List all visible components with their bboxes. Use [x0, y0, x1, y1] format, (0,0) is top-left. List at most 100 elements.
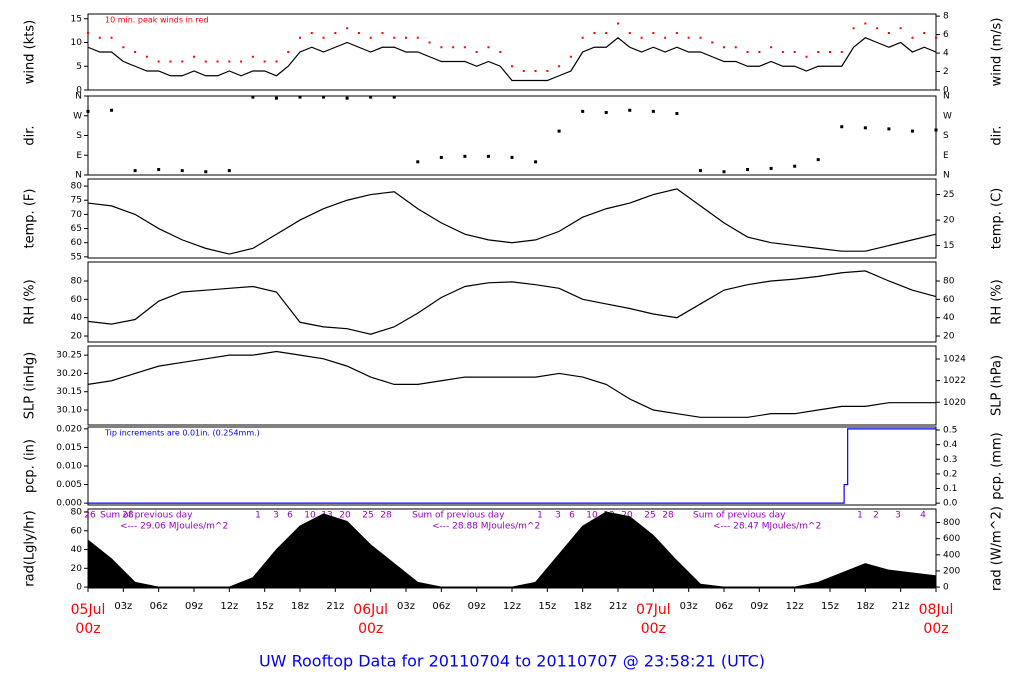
- peak-wind-dot: [357, 32, 360, 34]
- y2-axis-label: SLP (hPa): [990, 355, 1005, 416]
- peak-wind-dot: [664, 36, 667, 39]
- x-tick-label: 03z: [114, 601, 132, 612]
- dir-point: [510, 155, 514, 159]
- dir-point: [86, 109, 90, 113]
- y-tick-label: 1022: [943, 376, 966, 386]
- peak-wind-dot: [628, 32, 631, 34]
- y2-axis-label: RH (%): [990, 279, 1005, 324]
- peak-wind-dot: [864, 22, 867, 25]
- y-tick-label: 40: [71, 545, 83, 555]
- annotation: Tip increments are 0.01in. (0.254mm.): [104, 429, 260, 438]
- dir-point: [769, 166, 773, 170]
- daily-sum-title: Sum of previous day: [100, 511, 193, 521]
- daily-sum-value: <--- 28.88 MJoules/m^2: [432, 522, 540, 532]
- peak-wind-dot: [487, 46, 490, 49]
- day-number: 25: [644, 511, 655, 521]
- y-axis-label: dir.: [23, 125, 38, 145]
- peak-wind-dot: [310, 32, 313, 34]
- dir-point: [110, 108, 114, 112]
- precip-line: [88, 428, 936, 504]
- y-axis-label: temp. (F): [23, 189, 38, 249]
- x-tick-label: 21z: [609, 601, 627, 612]
- dir-point: [840, 125, 844, 129]
- y-tick-label: 5: [76, 62, 82, 72]
- peak-wind-dot: [546, 70, 549, 72]
- dir-point: [274, 96, 278, 100]
- peak-wind-dot: [240, 60, 243, 63]
- y-tick-label: 0: [943, 583, 949, 593]
- peak-wind-dot: [346, 27, 349, 30]
- y-tick-label: 800: [943, 518, 960, 528]
- peak-wind-dot: [558, 65, 561, 68]
- y-tick-label: 70: [71, 210, 83, 220]
- peak-wind-dot: [911, 36, 914, 39]
- y2-axis-label: wind (m/s): [990, 18, 1005, 87]
- day-number: 26: [84, 511, 96, 521]
- y-tick-label: 80: [71, 182, 83, 192]
- dir-point: [439, 155, 443, 159]
- dir-point: [416, 160, 420, 164]
- peak-wind-dot: [699, 36, 702, 39]
- day-number: 3: [273, 511, 279, 521]
- day-number: 28: [380, 511, 392, 521]
- page-title: UW Rooftop Data for 20110704 to 20110707…: [259, 652, 765, 671]
- dir-point: [298, 95, 302, 99]
- dir-point: [910, 129, 914, 133]
- peak-wind-dot: [746, 51, 749, 53]
- panel-frame: [87, 13, 937, 91]
- day-number: 6: [569, 511, 575, 521]
- peak-wind-dot: [405, 36, 407, 39]
- peak-wind-dot: [675, 32, 678, 34]
- peak-wind-dot: [263, 60, 266, 63]
- x-tick-label: 09z: [185, 601, 203, 612]
- x-tick-label: 12z: [220, 601, 238, 612]
- peak-wind-dot: [640, 36, 643, 39]
- y-tick-label: N: [75, 171, 82, 181]
- peak-wind-dot: [522, 70, 525, 72]
- dir-point: [392, 95, 396, 99]
- day-number: 6: [287, 511, 293, 521]
- dir-point: [204, 170, 208, 174]
- dir-point: [746, 168, 750, 172]
- daily-sum-value: <--- 28.47 MJoules/m^2: [713, 522, 821, 532]
- y2-tick-label: E: [943, 151, 949, 161]
- peak-wind-dot: [393, 36, 396, 39]
- peak-wind-dot: [287, 51, 290, 53]
- daily-sum-title: Sum of previous day: [693, 511, 786, 521]
- x-tick-label: 03z: [397, 601, 415, 612]
- peak-wind-dot: [275, 60, 278, 63]
- dir-point: [793, 164, 797, 168]
- peak-wind-dot: [687, 36, 690, 39]
- dir-point: [934, 128, 938, 132]
- y-tick-label: 0.010: [56, 462, 82, 472]
- peak-wind-dot: [440, 46, 443, 49]
- peak-wind-dot: [511, 65, 513, 68]
- day-number: 10: [304, 511, 316, 521]
- y-tick-label: 6: [943, 30, 949, 40]
- dir-point: [251, 95, 255, 99]
- y-tick-label: W: [73, 111, 82, 121]
- y-tick-label: 80: [71, 276, 83, 286]
- day-number: 28: [662, 511, 674, 521]
- peak-wind-dot: [228, 60, 231, 63]
- dir-point: [698, 169, 702, 173]
- dir-point: [227, 169, 231, 173]
- day-number: 2: [873, 511, 879, 521]
- peak-wind-dot: [652, 32, 655, 34]
- dir-point: [133, 169, 137, 173]
- peak-wind-dot: [452, 46, 455, 49]
- peak-wind-dot: [499, 51, 502, 53]
- y-tick-label: 8: [943, 12, 949, 22]
- y-tick-label: 0.0: [943, 499, 958, 509]
- x-tick-label: 06Jul 00z: [353, 602, 388, 637]
- dir-point: [816, 158, 820, 162]
- y-tick-label: 0.2: [943, 469, 957, 479]
- y-tick-label: 20: [71, 332, 83, 342]
- y-tick-label: 0.015: [56, 443, 82, 453]
- peak-wind-dot: [723, 46, 725, 49]
- y-tick-label: 60: [71, 526, 83, 536]
- peak-wind-dot: [605, 32, 608, 34]
- y2-tick-label: W: [943, 111, 952, 121]
- x-tick-label: 08Jul 00z: [919, 602, 954, 637]
- x-tick-label: 15z: [538, 601, 556, 612]
